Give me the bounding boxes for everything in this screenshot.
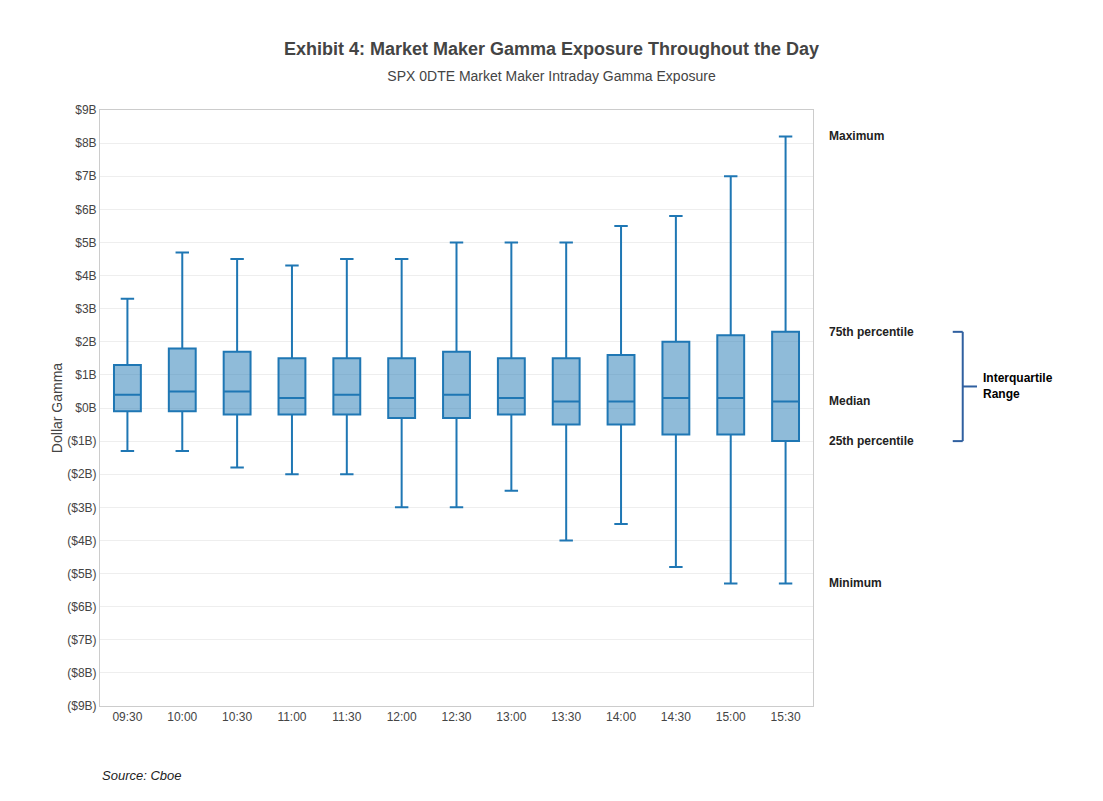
svg-text:Dollar Gamma: Dollar Gamma [49,363,65,453]
svg-text:12:30: 12:30 [441,710,471,724]
svg-text:$1B: $1B [75,368,96,382]
svg-text:$4B: $4B [75,269,96,283]
svg-text:$0B: $0B [75,401,96,415]
svg-text:11:30: 11:30 [332,710,361,724]
svg-text:($2B): ($2B) [67,467,96,481]
svg-text:($1B): ($1B) [67,434,96,448]
svg-text:25th percentile: 25th percentile [829,434,914,448]
svg-text:13:00: 13:00 [496,710,526,724]
svg-text:14:30: 14:30 [661,710,691,724]
svg-text:10:30: 10:30 [222,710,252,724]
svg-text:$5B: $5B [75,236,96,250]
svg-text:($9B): ($9B) [67,699,96,713]
svg-text:09:30: 09:30 [112,710,142,724]
svg-text:Maximum: Maximum [829,129,884,143]
svg-text:15:00: 15:00 [716,710,746,724]
svg-text:($7B): ($7B) [67,633,96,647]
svg-text:15:30: 15:30 [771,710,801,724]
svg-text:75th percentile: 75th percentile [829,325,914,339]
svg-text:13:30: 13:30 [551,710,581,724]
svg-text:Median: Median [829,394,870,408]
svg-text:12:00: 12:00 [387,710,417,724]
svg-text:$6B: $6B [75,203,96,217]
svg-text:Minimum: Minimum [829,576,882,590]
svg-text:11:00: 11:00 [277,710,306,724]
svg-text:$3B: $3B [75,302,96,316]
svg-text:($6B): ($6B) [67,600,96,614]
svg-text:$8B: $8B [75,136,96,150]
svg-text:10:00: 10:00 [167,710,197,724]
svg-text:Source: Cboe: Source: Cboe [102,768,182,783]
svg-text:SPX 0DTE Market Maker Intraday: SPX 0DTE Market Maker Intraday Gamma Exp… [387,68,716,84]
svg-text:InterquartileRange: InterquartileRange [983,371,1053,401]
svg-text:$2B: $2B [75,335,96,349]
svg-text:($3B): ($3B) [67,501,96,515]
svg-text:$9B: $9B [75,103,96,117]
svg-text:$7B: $7B [75,169,96,183]
svg-text:($5B): ($5B) [67,567,96,581]
svg-text:14:00: 14:00 [606,710,636,724]
svg-text:Exhibit 4: Market Maker Gamma: Exhibit 4: Market Maker Gamma Exposure T… [284,39,819,59]
svg-text:($8B): ($8B) [67,666,96,680]
svg-text:($4B): ($4B) [67,534,96,548]
